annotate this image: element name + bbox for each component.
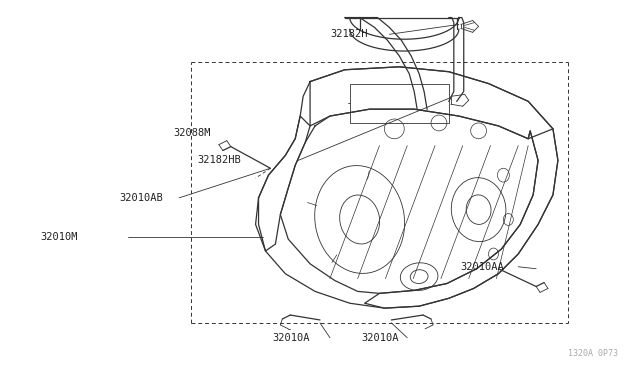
Text: 32010AA: 32010AA (461, 262, 504, 272)
Text: 32182HB: 32182HB (197, 155, 241, 166)
Text: 32010A: 32010A (273, 333, 310, 343)
Text: 1320A 0P73: 1320A 0P73 (568, 349, 618, 358)
Text: 32010AB: 32010AB (120, 193, 163, 203)
Text: 32182H: 32182H (330, 29, 367, 39)
Text: 32010A: 32010A (362, 333, 399, 343)
Text: 32088M: 32088M (173, 128, 211, 138)
Text: 32010M: 32010M (40, 232, 78, 242)
Bar (349, 84, 449, 123)
